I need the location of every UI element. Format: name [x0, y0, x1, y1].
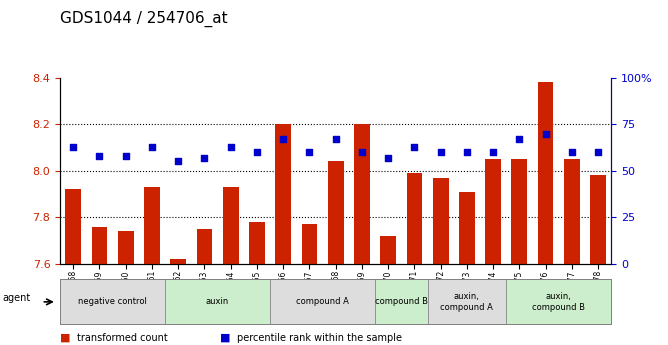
Point: [593, 149, 603, 155]
Point: [173, 159, 184, 164]
Text: ■: ■: [220, 333, 231, 343]
Bar: [249, 222, 265, 264]
Point: [566, 149, 577, 155]
Text: auxin,
compound A: auxin, compound A: [440, 292, 494, 312]
Text: ■: ■: [60, 333, 71, 343]
Bar: [328, 161, 343, 264]
Point: [94, 153, 105, 159]
Point: [278, 136, 289, 142]
Bar: [170, 259, 186, 264]
Point: [252, 149, 263, 155]
Point: [540, 131, 551, 136]
Bar: [591, 176, 606, 264]
Text: negative control: negative control: [78, 297, 147, 306]
Text: GDS1044 / 254706_at: GDS1044 / 254706_at: [60, 10, 228, 27]
Point: [199, 155, 210, 160]
Text: compound B: compound B: [375, 297, 428, 306]
Bar: [433, 178, 448, 264]
Point: [120, 153, 131, 159]
Bar: [223, 187, 238, 264]
Point: [383, 155, 393, 160]
Bar: [196, 229, 212, 264]
Point: [436, 149, 446, 155]
Text: agent: agent: [2, 294, 30, 303]
Point: [488, 149, 498, 155]
Bar: [301, 224, 317, 264]
Bar: [275, 124, 291, 264]
Point: [68, 144, 79, 149]
Bar: [65, 189, 81, 264]
Bar: [564, 159, 580, 264]
Bar: [118, 231, 134, 264]
Bar: [512, 159, 527, 264]
Point: [409, 144, 420, 149]
Bar: [485, 159, 501, 264]
Bar: [538, 82, 554, 264]
Text: auxin,
compound B: auxin, compound B: [532, 292, 585, 312]
Point: [147, 144, 158, 149]
Point: [225, 144, 236, 149]
Point: [304, 149, 315, 155]
Text: compound A: compound A: [296, 297, 349, 306]
Bar: [144, 187, 160, 264]
Bar: [92, 227, 108, 264]
Bar: [380, 236, 396, 264]
Bar: [459, 192, 475, 264]
Bar: [354, 124, 370, 264]
Text: transformed count: transformed count: [77, 333, 168, 343]
Point: [331, 136, 341, 142]
Point: [462, 149, 472, 155]
Text: auxin: auxin: [206, 297, 229, 306]
Point: [357, 149, 367, 155]
Text: percentile rank within the sample: percentile rank within the sample: [237, 333, 402, 343]
Bar: [407, 173, 422, 264]
Point: [514, 136, 525, 142]
